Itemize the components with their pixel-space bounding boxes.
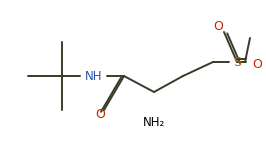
Text: O: O bbox=[95, 109, 105, 121]
Text: O: O bbox=[252, 57, 262, 71]
Text: NH₂: NH₂ bbox=[143, 116, 165, 128]
Text: O: O bbox=[213, 19, 223, 33]
Text: S: S bbox=[233, 55, 241, 69]
Text: NH: NH bbox=[85, 69, 103, 83]
